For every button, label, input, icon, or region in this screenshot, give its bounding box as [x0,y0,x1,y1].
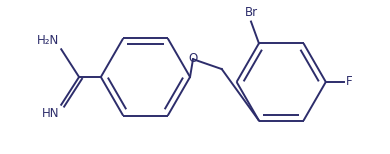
Text: F: F [346,75,352,88]
Text: HN: HN [42,107,59,120]
Text: O: O [188,52,198,65]
Text: H₂N: H₂N [37,34,59,47]
Text: Br: Br [245,6,257,19]
